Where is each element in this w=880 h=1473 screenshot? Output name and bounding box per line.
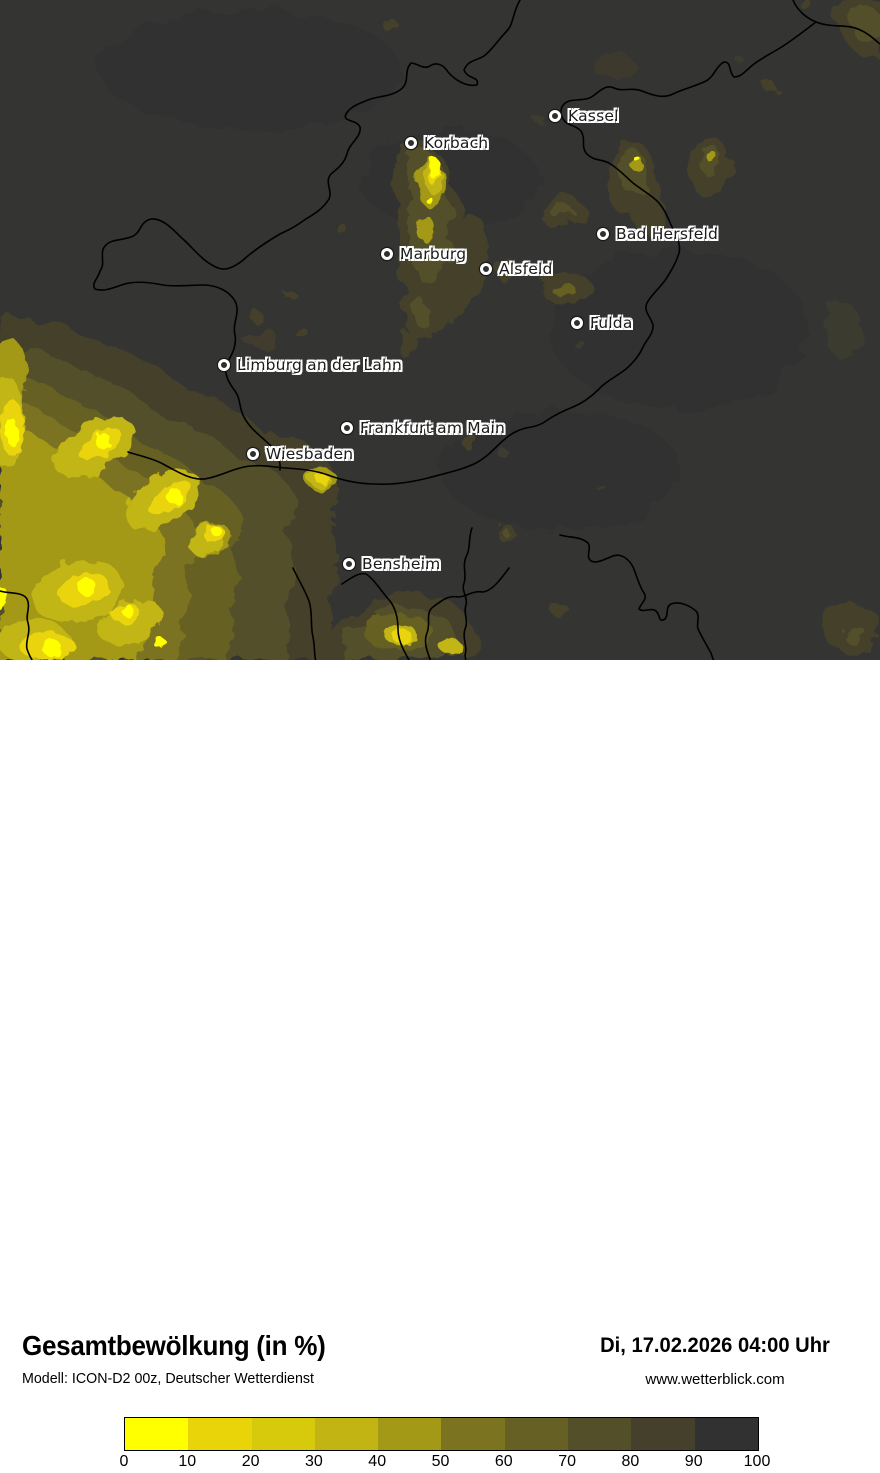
legend-tick: 40: [368, 1453, 387, 1470]
legend-segment: [441, 1418, 505, 1450]
city-label: Korbach: [424, 134, 489, 152]
weather-map: Kassel Korbach Bad Hersfeld Marburg Alsfeld F…: [0, 0, 880, 660]
cloud-cover-map-canvas: [0, 0, 880, 660]
city-marker-icon: [341, 422, 353, 434]
legend-segment: [251, 1418, 315, 1450]
city-wiesbaden: Wiesbaden: [247, 445, 353, 463]
legend-segment: [188, 1418, 252, 1450]
city-marburg: Marburg: [381, 245, 466, 263]
footer-panel: Gesamtbewölkung (in %) Modell: ICON-D2 0…: [0, 660, 880, 1470]
legend-tick: 20: [241, 1453, 260, 1470]
city-label: Wiesbaden: [266, 445, 354, 463]
legend-tick-labels: 0 10 20 30 40 50 60 70 80 90 100: [120, 1453, 771, 1473]
city-label: Frankfurt am Main: [360, 419, 506, 437]
dense-cloud-patches: [100, 10, 810, 530]
city-marker-layer: Kassel Korbach Bad Hersfeld Marburg Alsfeld F…: [0, 0, 880, 660]
city-marker-icon: [218, 359, 230, 371]
website-url: www.wetterblick.com: [645, 1371, 785, 1388]
city-marker-icon: [247, 448, 259, 460]
legend-segment: [504, 1418, 569, 1450]
legend-segment: [125, 1418, 189, 1450]
city-marker-icon: [343, 558, 355, 570]
legend-tick: 90: [684, 1453, 703, 1470]
legend-tick: 50: [431, 1453, 450, 1470]
legend-segment: [694, 1418, 758, 1450]
city-label: Fulda: [590, 314, 633, 332]
model-subtitle: Modell: ICON-D2 00z, Deutscher Wetterdie…: [22, 1370, 314, 1387]
state-borders: [0, 0, 880, 660]
city-marker-icon: [597, 228, 609, 240]
legend-segment: [568, 1418, 632, 1450]
legend-tick: 80: [621, 1453, 640, 1470]
city-bad-hersfeld: Bad Hersfeld: [597, 225, 718, 243]
city-marker-icon: [549, 110, 561, 122]
page-title: Gesamtbewölkung (in %): [22, 1330, 326, 1361]
city-alsfeld: Alsfeld: [480, 260, 553, 278]
city-label: Limburg an der Lahn: [237, 356, 403, 374]
legend-segment: [631, 1418, 695, 1450]
forecast-datetime: Di, 17.02.2026 04:00 Uhr: [600, 1334, 830, 1357]
city-bensheim: Bensheim: [343, 555, 440, 573]
city-marker-icon: [571, 317, 583, 329]
legend-tick: 60: [494, 1453, 513, 1470]
city-label: Kassel: [568, 107, 619, 125]
city-kassel: Kassel: [549, 107, 619, 125]
legend-segment: [378, 1418, 442, 1450]
legend-tick: 70: [558, 1453, 576, 1470]
city-label: Bensheim: [362, 555, 441, 573]
legend-tick: 0: [119, 1453, 129, 1470]
city-marker-icon: [480, 263, 492, 275]
city-frankfurt-am-main: Frankfurt am Main: [341, 419, 505, 437]
city-label: Marburg: [400, 245, 467, 263]
cloud-contours-brightest: [0, 156, 640, 657]
legend-colorbar: [124, 1417, 759, 1451]
city-marker-icon: [405, 137, 417, 149]
city-label: Alsfeld: [499, 260, 553, 278]
legend-tick: 30: [304, 1453, 323, 1470]
legend-tick: 100: [743, 1453, 771, 1470]
legend-segment: [314, 1418, 379, 1450]
city-fulda: Fulda: [571, 314, 633, 332]
city-limburg-an-der-lahn: Limburg an der Lahn: [218, 356, 402, 374]
city-marker-icon: [381, 248, 393, 260]
legend-tick: 10: [178, 1453, 197, 1470]
city-label: Bad Hersfeld: [616, 225, 719, 243]
city-korbach: Korbach: [405, 134, 488, 152]
